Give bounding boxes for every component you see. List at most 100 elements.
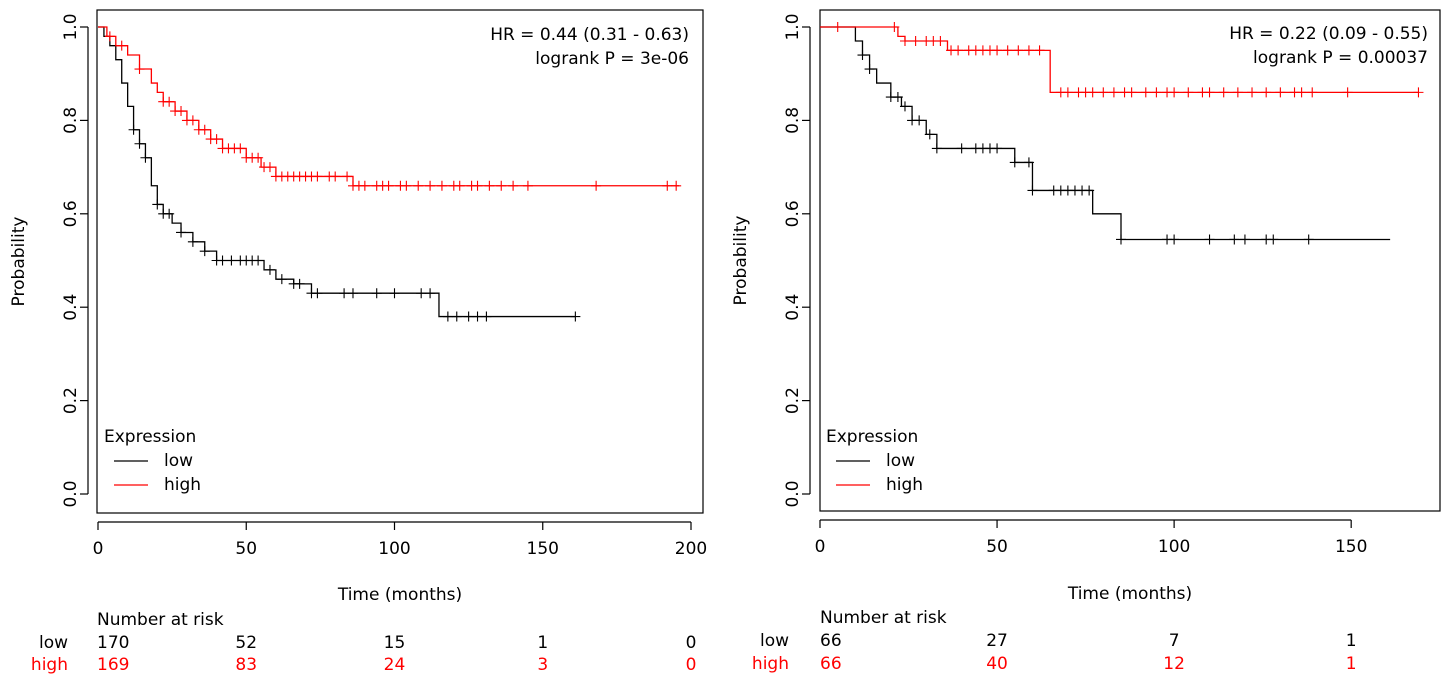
censor-mark-high	[1002, 45, 1013, 56]
risk-count-low: 66	[820, 631, 842, 651]
x-axis-title: Time (months)	[1067, 584, 1192, 604]
censor-mark-low	[924, 129, 935, 140]
censor-mark-low	[312, 288, 323, 299]
censor-mark-high	[484, 180, 495, 191]
censor-mark-high	[1413, 87, 1424, 98]
risk-count-low: 1	[537, 633, 548, 653]
legend-title: Expression	[104, 427, 196, 447]
x-tick-label: 150	[527, 539, 559, 559]
y-tick-label: 0.4	[61, 294, 81, 321]
legend: Expression low high	[104, 427, 201, 495]
censor-mark-low	[1268, 234, 1279, 245]
y-tick-label: 0.6	[61, 200, 81, 227]
risk-table-header: Number at risk	[97, 610, 224, 630]
censor-mark-high	[1140, 87, 1151, 98]
censor-mark-high	[359, 180, 370, 191]
risk-row-label-high: high	[752, 654, 789, 674]
risk-count-high: 40	[986, 654, 1008, 674]
censor-mark-low	[1239, 234, 1250, 245]
censor-mark-low	[217, 255, 228, 266]
censor-mark-high	[591, 180, 602, 191]
y-tick-label: 1.0	[61, 13, 81, 40]
risk-table: Number at risk low 170 52 15 1 0 high 169 83 24 3 0	[31, 610, 696, 675]
censor-mark-high	[910, 36, 921, 47]
series-low	[820, 26, 1391, 245]
censor-mark-low	[276, 274, 287, 285]
censor-mark-high	[953, 45, 964, 56]
censor-mark-high	[199, 124, 210, 135]
x-tick-label: 50	[235, 539, 257, 559]
x-tick-label: 150	[1335, 537, 1367, 557]
risk-count-high: 169	[97, 655, 129, 675]
censor-mark-low	[128, 124, 139, 135]
risk-count-high: 1	[1346, 654, 1357, 674]
censor-mark-high	[1108, 87, 1119, 98]
x-tick-label: 100	[378, 539, 410, 559]
censor-mark-high	[436, 180, 447, 191]
censor-mark-high	[264, 162, 275, 173]
censor-mark-high	[1218, 87, 1229, 98]
censor-mark-high	[1151, 87, 1162, 98]
censor-mark-high	[1126, 87, 1137, 98]
censor-mark-high	[1261, 87, 1272, 98]
censor-mark-high	[1247, 87, 1258, 98]
censor-mark-low	[425, 288, 436, 299]
y-axis-title: Probability	[9, 217, 29, 307]
censor-mark-low	[199, 246, 210, 257]
censor-mark-high	[832, 22, 843, 32]
censor-mark-high	[508, 180, 519, 191]
censor-mark-low	[1229, 234, 1240, 245]
y-axis-title: Probability	[731, 216, 751, 306]
censor-mark-low	[347, 288, 358, 299]
censor-mark-high	[1034, 45, 1045, 56]
risk-count-high: 66	[820, 654, 842, 674]
censor-mark-low	[1027, 185, 1038, 196]
censor-mark-high	[1204, 87, 1215, 98]
censor-mark-low	[1116, 234, 1126, 245]
risk-count-low: 1	[1346, 631, 1357, 651]
censor-mark-low	[864, 64, 875, 75]
censor-mark-low	[899, 101, 910, 112]
y-tick-label: 1.0	[783, 13, 803, 40]
risk-row-label-low: low	[760, 631, 789, 651]
censor-mark-high	[1307, 87, 1318, 98]
censor-mark-high	[211, 134, 222, 145]
logrank-p-text: logrank P = 3e-06	[535, 49, 689, 69]
censor-mark-low	[1023, 157, 1034, 168]
series-high	[820, 22, 1424, 98]
censor-mark-low	[140, 152, 151, 163]
plot-frame	[819, 9, 1441, 512]
censor-mark-low	[226, 255, 237, 266]
plot-frame	[96, 9, 704, 514]
censor-mark-high	[899, 36, 910, 47]
censor-mark-low	[294, 278, 305, 289]
y-tick-label: 0.8	[61, 107, 81, 134]
censor-mark-high	[1098, 87, 1109, 98]
censor-mark-high	[671, 180, 682, 191]
censor-mark-low	[1169, 234, 1180, 245]
censor-mark-high	[662, 180, 673, 191]
censor-mark-low	[187, 236, 198, 247]
censor-mark-low	[134, 138, 145, 149]
censor-mark-high	[425, 180, 436, 191]
legend: Expression low high	[826, 427, 923, 495]
censor-mark-high	[134, 64, 145, 75]
x-tick-label: 200	[675, 539, 707, 559]
censor-mark-low	[892, 92, 903, 103]
risk-count-low: 7	[1169, 631, 1180, 651]
legend-label-high: high	[164, 475, 201, 495]
y-tick-label: 0.4	[783, 294, 803, 321]
censor-mark-high	[187, 115, 198, 126]
risk-count-high: 24	[384, 655, 406, 675]
x-axis: 0 50 100 150	[815, 519, 1367, 557]
censor-mark-high	[1013, 45, 1024, 56]
y-axis: 0.0 0.2 0.4 0.6 0.8 1.0	[61, 13, 89, 508]
x-axis-title: Time (months)	[337, 585, 462, 605]
censor-mark-low	[371, 288, 382, 299]
risk-count-low: 15	[384, 633, 406, 653]
censor-mark-high	[935, 36, 946, 47]
censor-mark-low	[463, 311, 474, 322]
censor-mark-high	[1342, 87, 1353, 98]
